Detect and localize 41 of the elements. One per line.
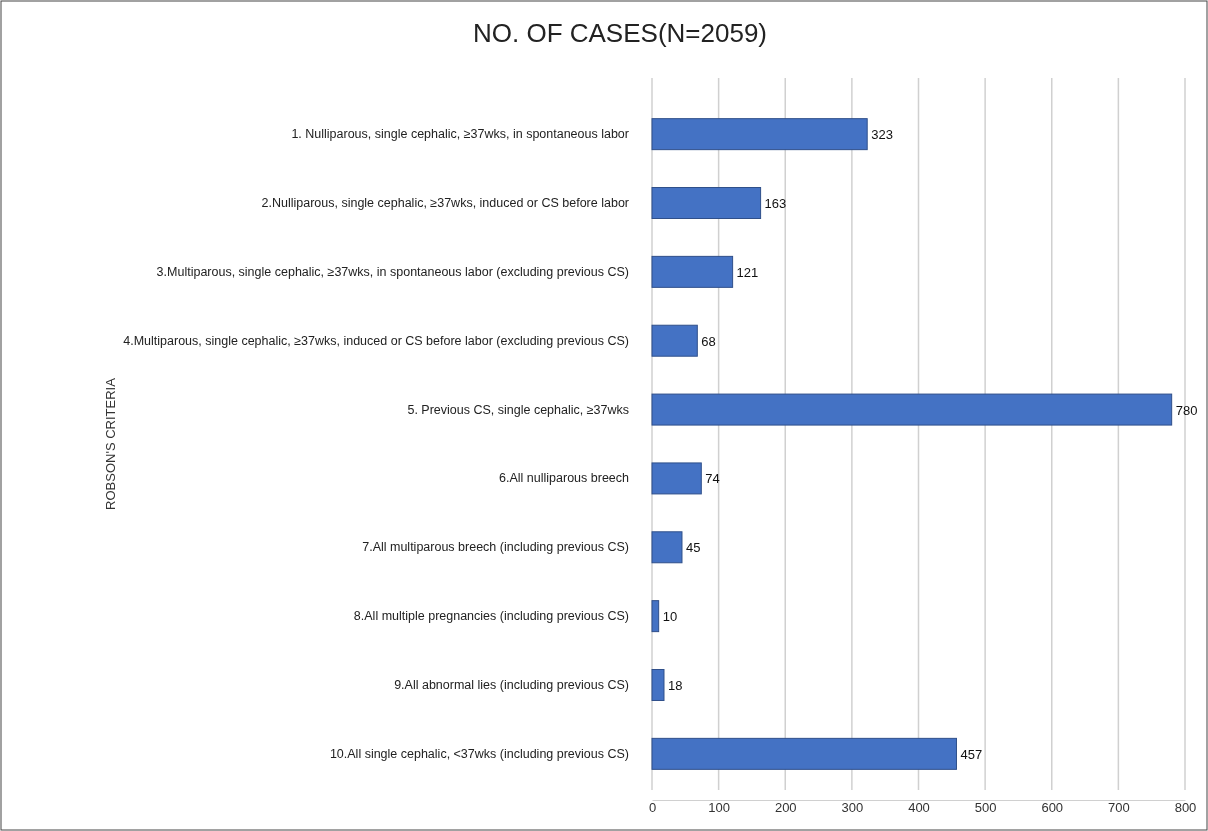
data-label: 780 [1175, 402, 1198, 418]
data-label: 163 [764, 196, 787, 211]
y-tick-label: 7.All multiparous breech (including previous CS) [362, 540, 629, 555]
x-tick-label: 400 [908, 800, 930, 816]
x-tick-label: 300 [841, 800, 864, 816]
bar [651, 187, 762, 219]
y-tick-label: 6.All nulliparous breech [499, 471, 630, 486]
x-tick-label: 600 [1041, 800, 1064, 816]
x-tick-label: 700 [1108, 800, 1130, 816]
bar [651, 324, 698, 357]
bar [651, 255, 734, 288]
y-tick-label: 4.Multiparous, single cephalic, ≥37wks, induced or CS before labor (excluding previous CS) [123, 333, 629, 348]
data-label: 18 [667, 677, 683, 693]
bar [651, 669, 665, 701]
bar [651, 118, 868, 151]
bar [651, 737, 957, 770]
bar [651, 531, 683, 564]
x-tick-label: 500 [974, 800, 997, 816]
bar [651, 462, 702, 495]
y-tick-label: 1. Nulliparous, single cephalic, ≥37wks, in spontaneous labor [291, 127, 629, 142]
bar [651, 600, 660, 633]
y-tick-label: 10.All single cephalic, <37wks (including previous CS) [329, 746, 629, 761]
y-tick-label: 2.Nulliparous, single cephalic, ≥37wks, induced or CS before labor [261, 196, 629, 210]
data-label: 10 [662, 609, 678, 625]
y-tick-label: 5. Previous CS, single cephalic, ≥37wks [407, 402, 629, 417]
data-label: 121 [736, 264, 759, 280]
x-tick-label: 800 [1174, 800, 1197, 816]
y-axis-title: ROBSON'S CRITERIA [103, 377, 119, 510]
chart-title: NO. OF CASES(N=2059) [472, 18, 768, 48]
data-label: 323 [871, 127, 893, 143]
y-tick-label: 9.All abnormal lies (including previous CS) [394, 677, 629, 692]
data-label: 68 [701, 333, 716, 349]
bar [651, 393, 1173, 426]
data-label: 74 [705, 471, 720, 487]
x-tick-label: 100 [708, 800, 730, 816]
data-label: 45 [685, 540, 701, 556]
x-tick-label: 200 [774, 800, 797, 816]
data-label: 457 [960, 746, 983, 762]
y-tick-label: 8.All multiple pregnancies (including previous CS) [353, 609, 629, 624]
x-tick-label: 0 [648, 800, 657, 816]
y-tick-label: 3.Multiparous, single cephalic, ≥37wks, in spontaneous labor (excluding previous CS) [156, 264, 629, 279]
